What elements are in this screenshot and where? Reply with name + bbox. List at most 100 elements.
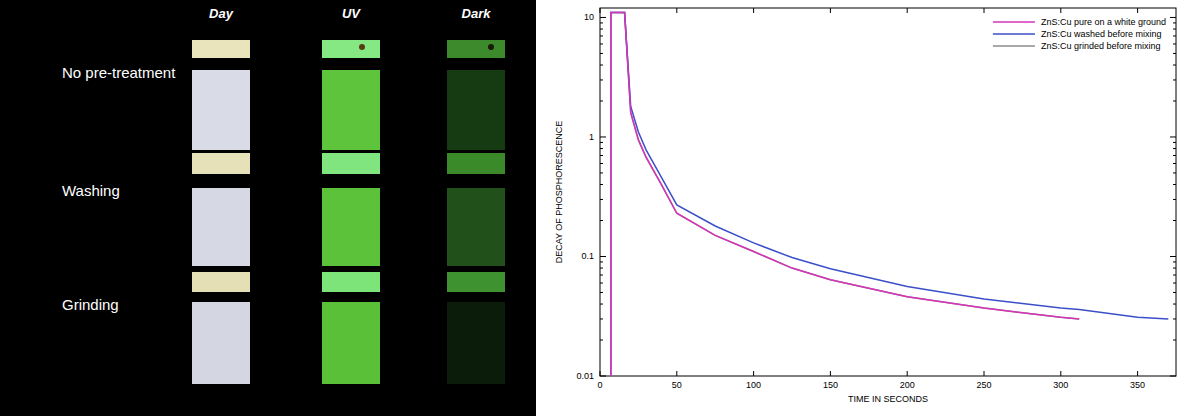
y-minor-tick	[600, 268, 603, 269]
y-minor-tick	[600, 29, 603, 30]
x-tick	[907, 371, 908, 376]
y-minor-tick	[600, 43, 603, 44]
x-tick	[600, 8, 601, 13]
legend-swatch	[993, 45, 1035, 47]
y-minor-tick	[600, 148, 603, 149]
y-minor-tick	[1173, 184, 1176, 185]
lines	[611, 13, 1169, 376]
chart: 0501001502002503003500.010.1110TIME IN S…	[554, 8, 1176, 404]
swatch-sample	[192, 70, 250, 150]
x-tick-label: 100	[746, 380, 761, 390]
y-minor-tick	[1173, 304, 1176, 305]
y-minor-tick	[1173, 318, 1176, 319]
swatch-sample	[192, 188, 250, 266]
y-tick	[600, 17, 606, 18]
y-minor-tick	[600, 163, 603, 164]
spot	[359, 44, 365, 50]
x-tick	[753, 371, 754, 376]
series-line	[611, 13, 1079, 376]
y-minor-tick	[1173, 43, 1176, 44]
legend-label: ZnS:Cu grinded before mixing	[1041, 41, 1161, 51]
y-tick	[1170, 17, 1176, 18]
y-minor-tick	[1173, 340, 1176, 341]
x-tick-label: 50	[672, 380, 682, 390]
y-minor-tick	[600, 142, 603, 143]
legend-label: ZnS:Cu pure on a white ground	[1041, 17, 1166, 27]
y-minor-tick	[600, 275, 603, 276]
swatch-strip	[447, 153, 505, 174]
x-tick	[830, 371, 831, 376]
x-tick	[753, 8, 754, 13]
x-axis-title: TIME IN SECONDS	[848, 394, 928, 404]
legend-label: ZnS:Cu washed before mixing	[1041, 29, 1162, 39]
y-tick-label: 10	[584, 12, 594, 22]
x-tick	[1137, 371, 1138, 376]
y-minor-tick	[1173, 53, 1176, 54]
series-line	[611, 13, 1169, 376]
y-tick	[600, 256, 606, 257]
y-minor-tick	[600, 220, 603, 221]
y-tick	[600, 136, 606, 137]
y-minor-tick	[1173, 65, 1176, 66]
y-minor-tick	[1173, 172, 1176, 173]
swatch-sample	[447, 302, 505, 384]
swatch-strip	[192, 272, 250, 292]
swatch-sample	[322, 302, 380, 384]
legend: ZnS:Cu pure on a white ground ZnS:Cu wash…	[993, 17, 1166, 51]
legend-swatch	[993, 21, 1035, 23]
y-minor-tick	[600, 65, 603, 66]
y-minor-tick	[600, 292, 603, 293]
y-minor-tick	[1173, 261, 1176, 262]
x-tick-label: 150	[823, 380, 838, 390]
y-minor-tick	[1173, 35, 1176, 36]
x-tick	[676, 8, 677, 13]
y-minor-tick	[600, 261, 603, 262]
swatch-strip	[322, 272, 380, 292]
x-tick-label: 350	[1130, 380, 1145, 390]
column-head: UV	[342, 6, 361, 21]
column-head: Dark	[462, 6, 492, 21]
y-minor-tick	[1173, 199, 1176, 200]
x-tick	[830, 8, 831, 13]
swatch-strip	[322, 153, 380, 174]
swatch-strip	[447, 40, 505, 58]
x-tick-label: 300	[1053, 380, 1068, 390]
row-label: No pre-treatment	[62, 64, 176, 81]
photo-panel: DayUVDarkNo pre-treatmentWashingGrinding	[0, 0, 536, 416]
x-tick	[1060, 8, 1061, 13]
y-minor-tick	[1173, 29, 1176, 30]
y-minor-tick	[600, 79, 603, 80]
y-minor-tick	[600, 184, 603, 185]
y-minor-tick	[1173, 100, 1176, 101]
y-minor-tick	[600, 283, 603, 284]
y-minor-tick	[600, 155, 603, 156]
y-minor-tick	[1173, 283, 1176, 284]
y-minor-tick	[1173, 155, 1176, 156]
y-minor-tick	[1173, 275, 1176, 276]
y-minor-tick	[600, 35, 603, 36]
figure: DayUVDarkNo pre-treatmentWashingGrinding…	[0, 0, 1187, 416]
y-tick-label: 0.01	[576, 371, 594, 381]
x-tick	[1060, 371, 1061, 376]
y-minor-tick	[1173, 79, 1176, 80]
y-tick	[1170, 136, 1176, 137]
y-tick	[1170, 256, 1176, 257]
row-label: Grinding	[62, 296, 119, 313]
legend-swatch	[993, 33, 1035, 35]
swatch-sample	[322, 188, 380, 266]
y-minor-tick	[1173, 22, 1176, 23]
y-minor-tick	[600, 172, 603, 173]
photo-background	[0, 0, 536, 416]
column-head: Day	[209, 6, 234, 21]
y-tick	[600, 376, 606, 377]
swatch-sample	[192, 302, 250, 384]
x-tick	[600, 371, 601, 376]
x-tick-label: 250	[976, 380, 991, 390]
y-minor-tick	[600, 199, 603, 200]
y-minor-tick	[600, 53, 603, 54]
x-tick	[984, 8, 985, 13]
y-minor-tick	[1173, 268, 1176, 269]
y-minor-tick	[1173, 220, 1176, 221]
y-tick	[1170, 376, 1176, 377]
swatch-sample	[447, 70, 505, 150]
